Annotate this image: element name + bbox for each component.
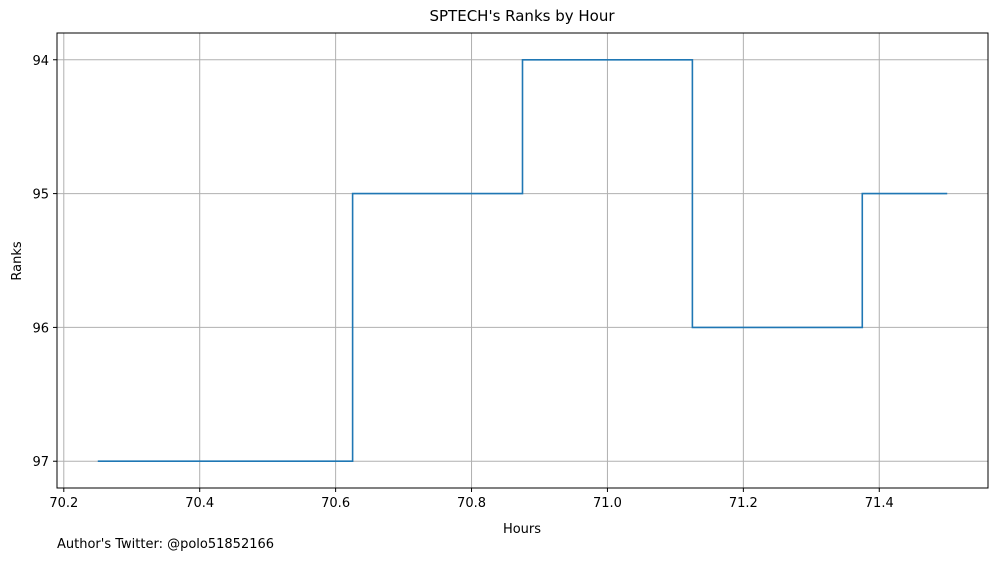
plot-frame [56, 32, 989, 489]
y-tick-label: 96 [32, 321, 49, 336]
series-layer [97, 58, 948, 463]
y-tick-label: 95 [32, 188, 49, 203]
x-tick-label: 71.4 [865, 496, 894, 511]
axis-ticks: 70.2 70.4 70.6 70.8 71.0 71.2 71.4 94 95 96 97 [32, 54, 893, 511]
y-tick-label: 94 [32, 54, 49, 69]
author-credit: Author's Twitter: @polo51852166 [57, 537, 275, 552]
rank-step-line [97, 58, 948, 463]
x-tick-label: 70.6 [321, 496, 350, 511]
y-tick-label: 97 [32, 455, 49, 470]
x-tick-label: 70.4 [185, 496, 214, 511]
x-tick-label: 70.8 [457, 496, 486, 511]
x-tick-label: 70.2 [49, 496, 78, 511]
x-tick-label: 71.2 [729, 496, 758, 511]
x-axis-label: Hours [503, 522, 541, 537]
x-tick-label: 71.0 [593, 496, 622, 511]
chart-title: SPTECH's Ranks by Hour [429, 7, 615, 25]
y-axis-label: Ranks [10, 241, 25, 280]
